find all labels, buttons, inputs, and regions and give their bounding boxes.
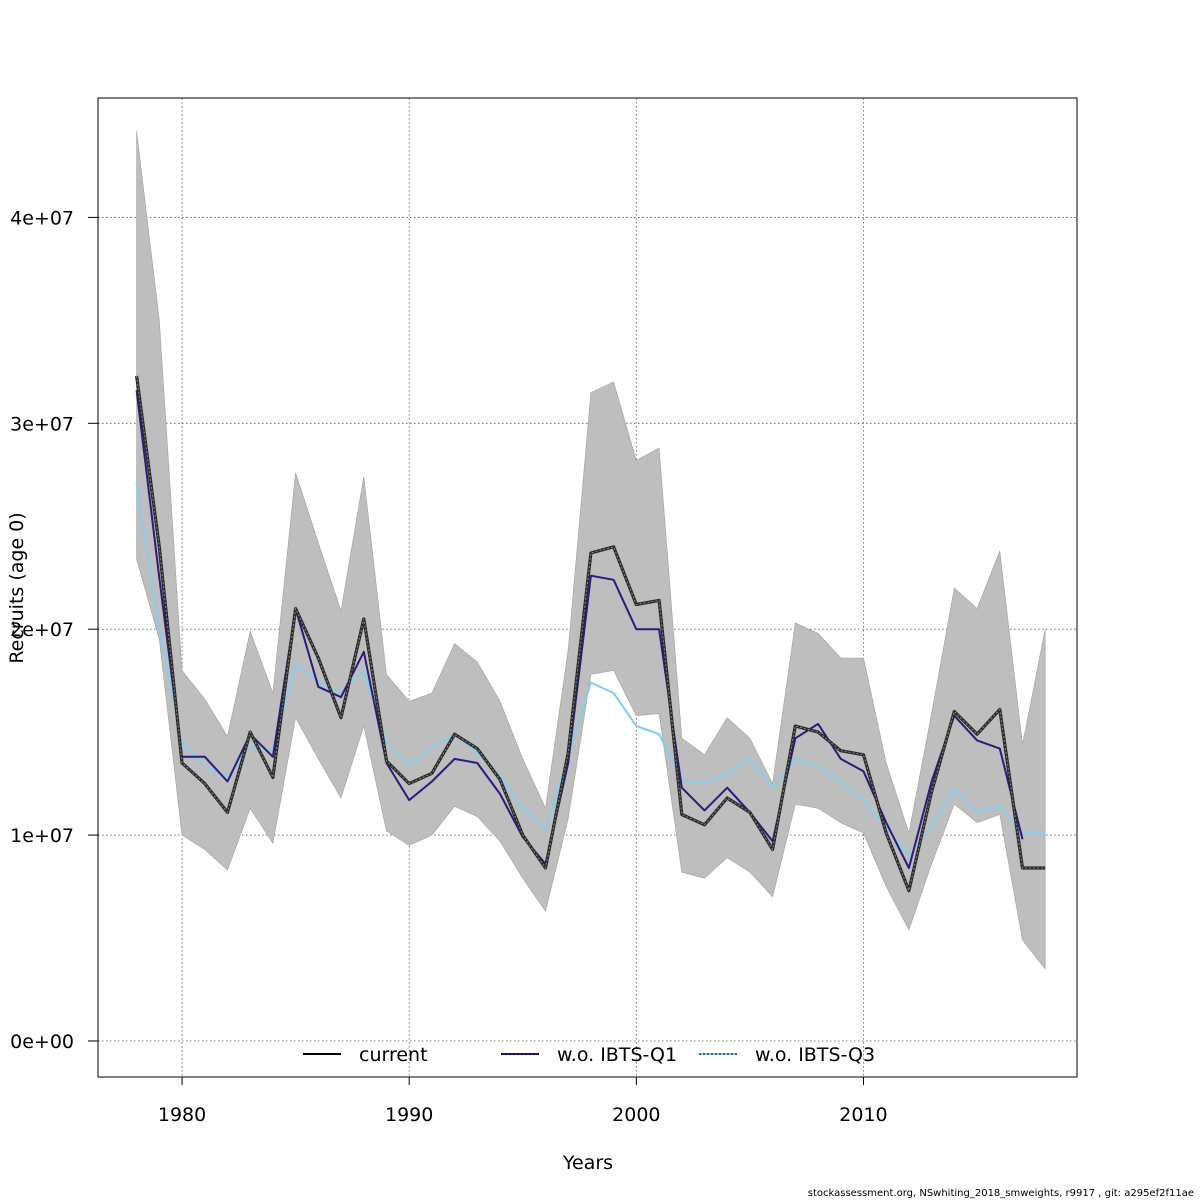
y-tick-label: 1e+07 (10, 825, 74, 847)
legend: current w.o. IBTS-Q1 w.o. IBTS-Q3 (303, 1044, 875, 1066)
series-line-dots (136, 375, 1046, 893)
x-axis: 1980 1990 2000 2010 (158, 1077, 888, 1126)
y-tick-label: 0e+00 (10, 1031, 74, 1053)
x-tick-label: 1990 (385, 1104, 433, 1126)
x-axis-label: Years (562, 1152, 613, 1174)
footer-note: stockassessment.org, NSwhiting_2018_smwe… (807, 1188, 1194, 1199)
plot-frame (97, 97, 1078, 1078)
legend-item: current (303, 1044, 428, 1066)
x-tick-label: 2000 (612, 1104, 660, 1126)
x-tick-label: 1980 (158, 1104, 206, 1126)
y-tick-label: 4e+07 (10, 207, 74, 229)
y-axis: 0e+00 1e+07 2e+07 3e+07 4e+07 (10, 207, 98, 1053)
legend-item: w.o. IBTS-Q3 (699, 1044, 875, 1066)
y-tick-label: 2e+07 (10, 619, 74, 641)
series-lines (135, 375, 1046, 893)
legend-label: w.o. IBTS-Q1 (557, 1044, 677, 1066)
legend-item: w.o. IBTS-Q1 (501, 1044, 677, 1066)
series-current (135, 375, 1046, 893)
y-tick-label: 3e+07 (10, 413, 74, 435)
x-tick-label: 2010 (839, 1104, 887, 1126)
legend-label: current (359, 1044, 428, 1066)
y-axis-label: Recruits (age 0) (6, 512, 28, 663)
confidence-band (136, 130, 1046, 970)
legend-label: w.o. IBTS-Q3 (755, 1044, 875, 1066)
